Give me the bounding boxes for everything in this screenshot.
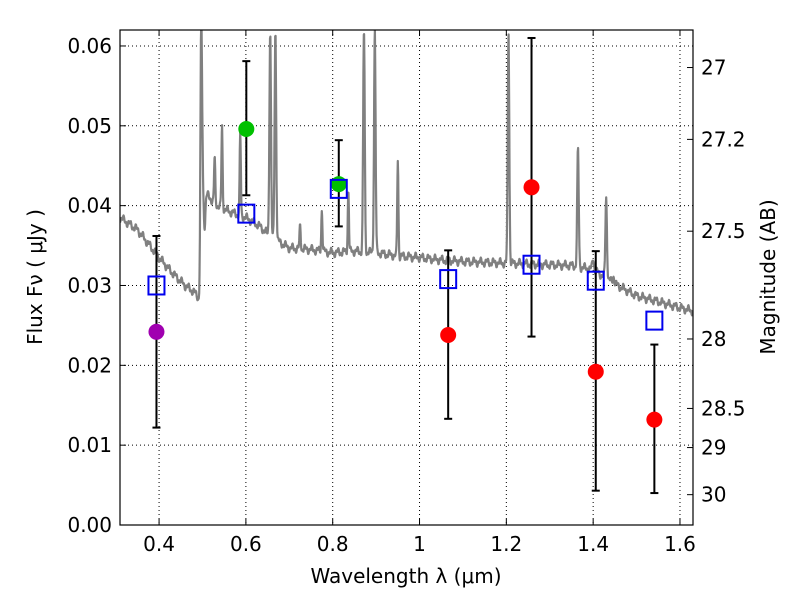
right-tick-label: 28 xyxy=(701,327,726,351)
x-axis-ticks: 0.4 0.6 0.8 1 1.2 1.4 1.6 xyxy=(143,30,696,556)
measured-points xyxy=(148,121,663,428)
right-tick-label: 27 xyxy=(701,56,726,80)
spectrum-line xyxy=(120,30,693,317)
right-tick-label: 29 xyxy=(701,436,726,460)
right-tick-label: 30 xyxy=(701,483,726,507)
x-tick-label: 1.4 xyxy=(577,532,609,556)
y-tick-label: 0.03 xyxy=(67,273,112,297)
model-spectrum xyxy=(120,30,693,317)
x-tick-label: 0.6 xyxy=(230,532,262,556)
model-photometry-box xyxy=(522,254,541,275)
right-tick-label: 27.5 xyxy=(701,219,746,243)
grid xyxy=(120,30,693,525)
model-photometry-box xyxy=(586,270,605,291)
y-tick-label: 0.04 xyxy=(67,194,112,218)
data-point-red xyxy=(523,179,540,196)
data-point-violet xyxy=(148,323,165,340)
model-photometry-box xyxy=(439,269,458,290)
y-axis-label: Flux Fν ( μJy ) xyxy=(23,209,47,345)
error-bars xyxy=(152,36,659,495)
right-tick-label: 27.2 xyxy=(701,127,746,151)
x-tick-label: 1.6 xyxy=(664,532,696,556)
model-photometry-box xyxy=(237,203,256,224)
data-point-red xyxy=(587,363,604,380)
model-photometry-box xyxy=(329,178,348,199)
y-tick-label: 0.06 xyxy=(67,34,112,58)
data-point-green xyxy=(330,176,347,193)
x-axis-label: Wavelength λ (μm) xyxy=(310,564,501,588)
y-tick-label: 0.01 xyxy=(67,433,112,457)
x-tick-label: 1 xyxy=(413,532,426,556)
x-tick-label: 1.2 xyxy=(490,532,522,556)
right-tick-label: 28.5 xyxy=(701,396,746,420)
model-photometry-boxes xyxy=(147,178,664,331)
y-tick-label: 0.05 xyxy=(67,114,112,138)
model-photometry-box xyxy=(645,310,664,331)
y-tick-label: 0.02 xyxy=(67,353,112,377)
right-axis-ticks: 27 27.2 27.5 28 28.5 29 30 xyxy=(687,56,746,507)
right-axis-label: Magnitude (AB) xyxy=(756,199,780,354)
y-tick-label: 0.00 xyxy=(67,513,112,537)
y-axis-ticks: 0.00 0.01 0.02 0.03 0.04 0.05 0.06 xyxy=(67,34,126,537)
data-point-red xyxy=(646,411,663,428)
x-tick-label: 0.4 xyxy=(143,532,175,556)
model-photometry-box xyxy=(147,275,166,296)
data-point-green xyxy=(238,121,255,137)
x-tick-label: 0.8 xyxy=(317,532,349,556)
data-point-red xyxy=(440,326,457,343)
plot-frame xyxy=(119,29,694,526)
